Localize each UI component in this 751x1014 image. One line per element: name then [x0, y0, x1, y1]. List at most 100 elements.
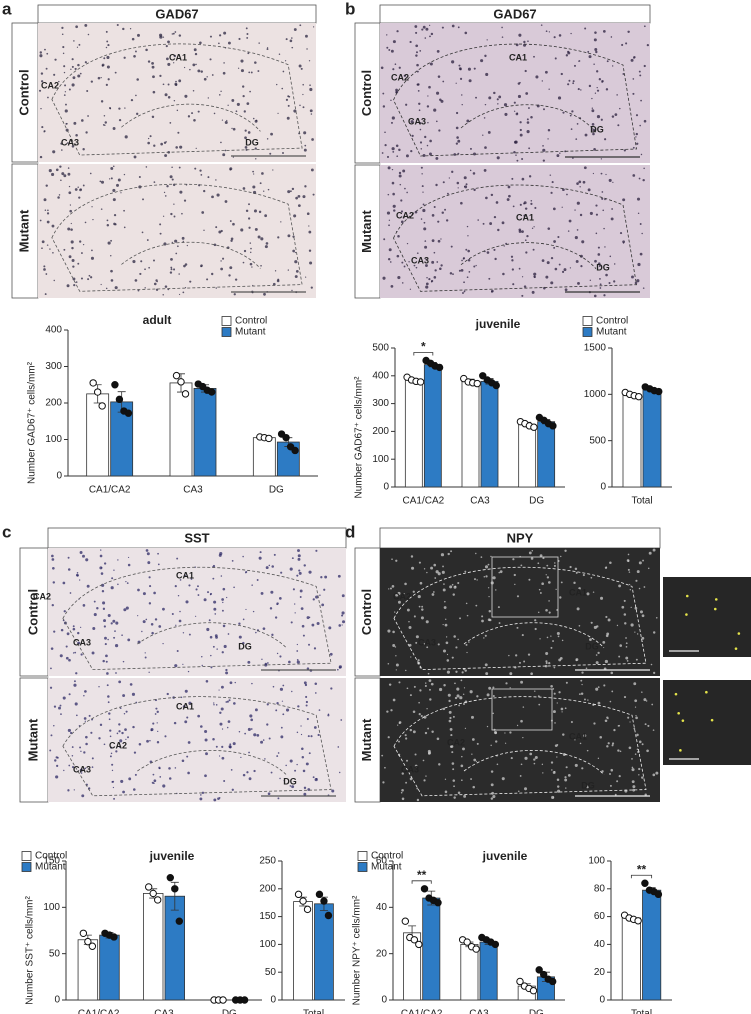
cell-speckle: [651, 703, 654, 706]
cell-speckle: [252, 610, 255, 613]
cell-speckle: [181, 236, 185, 240]
cell-speckle: [609, 773, 611, 775]
y-tick-label: 0: [270, 995, 276, 1006]
cell-speckle: [454, 682, 456, 685]
cell-speckle: [158, 625, 162, 628]
cell-speckle: [65, 645, 68, 648]
cell-speckle: [454, 696, 458, 700]
cell-speckle: [226, 596, 228, 599]
cell-speckle: [159, 776, 162, 778]
cell-speckle: [572, 82, 575, 85]
cell-speckle: [249, 242, 252, 244]
cell-speckle: [290, 190, 292, 193]
cell-speckle: [316, 621, 320, 625]
cell-speckle: [274, 270, 277, 272]
legend-swatch: [357, 862, 368, 872]
cell-speckle: [263, 292, 266, 296]
cell-speckle: [613, 728, 616, 732]
cell-speckle: [514, 140, 518, 144]
x-tick-label: DG: [269, 485, 284, 496]
cell-speckle: [61, 26, 64, 29]
cell-speckle: [426, 144, 429, 147]
region-label: DG: [596, 262, 610, 272]
cell-speckle: [60, 628, 64, 632]
cell-speckle: [154, 618, 158, 621]
cell-speckle: [128, 777, 132, 781]
cell-speckle: [635, 132, 638, 136]
cell-speckle: [652, 773, 656, 777]
cell-speckle: [457, 139, 461, 143]
cell-speckle: [213, 704, 215, 706]
cell-speckle: [634, 706, 637, 708]
cell-speckle: [638, 587, 641, 590]
cell-speckle: [548, 88, 550, 90]
cell-speckle: [578, 60, 580, 62]
cell-speckle: [527, 107, 530, 109]
cell-speckle: [415, 51, 418, 54]
cell-speckle: [561, 639, 564, 642]
side-label-box: [354, 164, 381, 299]
cell-speckle: [640, 99, 642, 102]
cell-speckle: [159, 74, 162, 78]
cell-speckle: [396, 155, 399, 158]
cell-speckle: [451, 656, 454, 659]
cell-speckle: [552, 771, 556, 774]
cell-speckle: [89, 172, 92, 175]
cell-speckle: [391, 147, 395, 151]
cell-speckle: [258, 42, 260, 44]
cell-speckle: [148, 576, 151, 579]
cell-speckle: [67, 227, 71, 231]
cell-speckle: [148, 602, 152, 605]
cell-speckle: [403, 74, 407, 77]
cell-speckle: [605, 273, 608, 277]
cell-speckle: [247, 217, 251, 220]
cell-speckle: [58, 706, 61, 710]
cell-speckle: [466, 651, 468, 654]
cell-speckle: [413, 615, 416, 618]
cell-speckle: [388, 588, 390, 590]
cell-speckle: [556, 631, 560, 635]
cell-speckle: [455, 111, 459, 115]
cell-speckle: [47, 209, 49, 212]
cell-speckle: [222, 601, 224, 604]
cell-speckle: [406, 687, 409, 690]
cell-speckle: [260, 237, 264, 241]
cell-speckle: [73, 789, 75, 791]
cell-speckle: [218, 797, 221, 799]
cell-speckle: [119, 739, 123, 743]
cell-speckle: [284, 60, 287, 62]
cell-speckle: [104, 121, 108, 124]
cell-speckle: [558, 34, 562, 37]
cell-speckle: [561, 711, 563, 713]
cell-speckle: [421, 28, 424, 31]
cell-speckle: [425, 285, 429, 289]
cell-speckle: [593, 625, 597, 630]
cell-speckle: [56, 764, 59, 768]
cell-speckle: [445, 641, 449, 645]
cell-speckle: [560, 72, 563, 76]
cell-speckle: [100, 283, 102, 286]
cell-speckle: [178, 79, 182, 83]
cell-speckle: [170, 266, 173, 269]
cell-speckle: [415, 44, 419, 48]
cell-speckle: [395, 559, 398, 562]
cell-speckle: [146, 552, 150, 556]
region-label: DG: [585, 641, 599, 651]
cell-speckle: [137, 588, 140, 592]
cell-speckle: [575, 138, 578, 140]
cell-speckle: [583, 734, 587, 738]
cell-speckle: [441, 26, 444, 29]
data-point: [177, 378, 185, 386]
cell-speckle: [174, 767, 177, 769]
cell-speckle: [179, 145, 183, 149]
cell-speckle: [471, 738, 475, 741]
cell-speckle: [390, 285, 394, 288]
y-tick-label: 200: [45, 398, 62, 409]
cell-speckle: [628, 571, 631, 573]
cell-speckle: [551, 181, 554, 184]
region-label: CA2: [41, 80, 59, 90]
cell-speckle: [119, 746, 121, 748]
cell-speckle: [545, 574, 547, 576]
y-tick-label: 50: [49, 948, 61, 959]
cell-speckle: [110, 752, 113, 755]
